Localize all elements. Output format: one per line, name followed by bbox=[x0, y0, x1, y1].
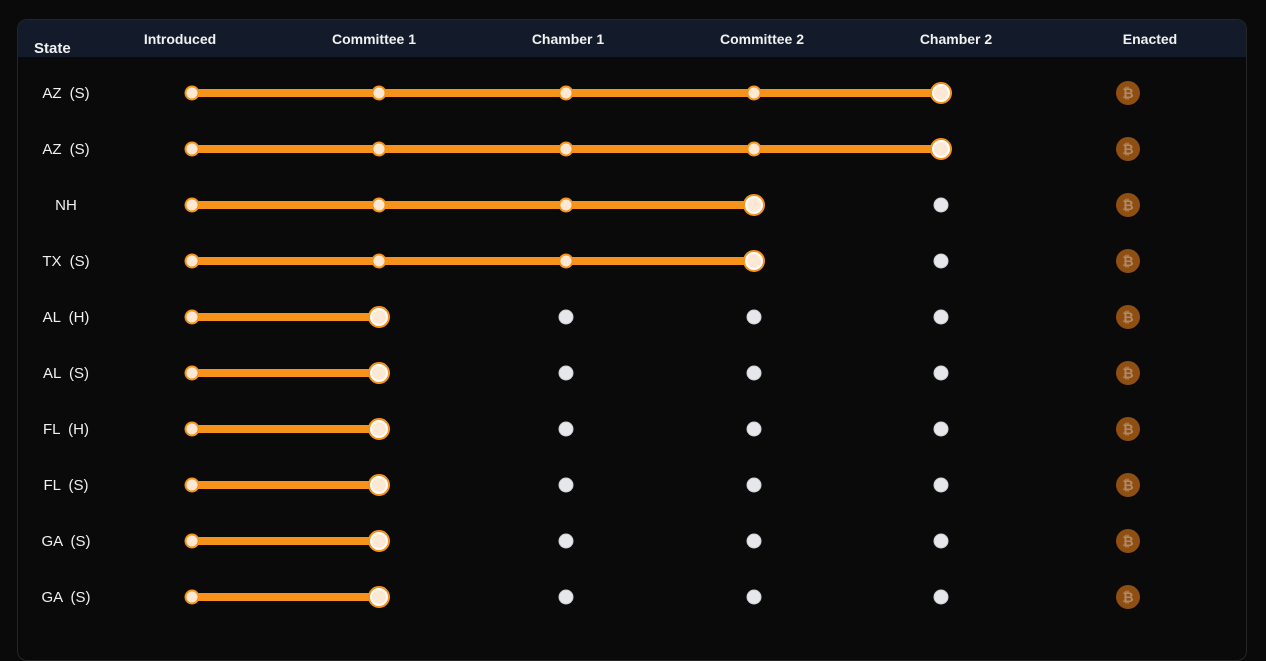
progress-bar bbox=[192, 593, 379, 601]
state-label: FL (H) bbox=[43, 421, 89, 438]
progress-bar bbox=[192, 425, 379, 433]
completed-stage-dot bbox=[184, 141, 200, 157]
table-row[interactable]: AL (H) ₿ bbox=[18, 289, 1246, 345]
pending-stage-dot bbox=[933, 589, 949, 605]
pending-stage-dot bbox=[746, 365, 762, 381]
bitcoin-icon: ₿ bbox=[1116, 137, 1140, 161]
pending-stage-dot bbox=[558, 477, 574, 493]
bitcoin-icon: ₿ bbox=[1116, 305, 1140, 329]
pending-stage-dot bbox=[933, 477, 949, 493]
current-stage-dot bbox=[368, 418, 390, 440]
pending-stage-dot bbox=[933, 253, 949, 269]
state-label: AZ (S) bbox=[42, 141, 90, 158]
completed-stage-dot bbox=[184, 253, 200, 269]
state-label: TX (S) bbox=[42, 253, 90, 270]
progress-bar bbox=[192, 201, 754, 209]
bitcoin-icon: ₿ bbox=[1116, 417, 1140, 441]
table-row[interactable]: AL (S) ₿ bbox=[18, 345, 1246, 401]
bill-progress-table: State Introduced Committee 1 Chamber 1 Commi… bbox=[17, 19, 1247, 661]
pending-stage-dot bbox=[558, 309, 574, 325]
completed-stage-dot bbox=[558, 197, 574, 213]
column-header-committee-1: Committee 1 bbox=[331, 31, 417, 47]
table-row[interactable]: GA (S) ₿ bbox=[18, 569, 1246, 625]
pending-stage-dot bbox=[933, 365, 949, 381]
column-header-committee-2: Committee 2 bbox=[719, 31, 805, 47]
current-stage-dot bbox=[930, 82, 952, 104]
column-header-introduced: Introduced bbox=[143, 31, 217, 47]
current-stage-dot bbox=[368, 362, 390, 384]
pending-stage-dot bbox=[746, 309, 762, 325]
bitcoin-icon: ₿ bbox=[1116, 249, 1140, 273]
table-row[interactable]: FL (S) ₿ bbox=[18, 457, 1246, 513]
table-row[interactable]: TX (S) ₿ bbox=[18, 233, 1246, 289]
progress-bar bbox=[192, 313, 379, 321]
completed-stage-dot bbox=[184, 197, 200, 213]
column-header-state: State bbox=[34, 40, 71, 57]
column-header-chamber-2: Chamber 2 bbox=[919, 31, 993, 47]
bitcoin-icon: ₿ bbox=[1116, 585, 1140, 609]
pending-stage-dot bbox=[558, 533, 574, 549]
pending-stage-dot bbox=[933, 309, 949, 325]
column-header-chamber-1: Chamber 1 bbox=[531, 31, 605, 47]
state-label: FL (S) bbox=[43, 477, 89, 494]
pending-stage-dot bbox=[746, 421, 762, 437]
table-row[interactable]: AZ (S) ₿ bbox=[18, 121, 1246, 177]
table-header: State Introduced Committee 1 Chamber 1 Commi… bbox=[18, 20, 1246, 57]
current-stage-dot bbox=[743, 250, 765, 272]
bitcoin-icon: ₿ bbox=[1116, 473, 1140, 497]
progress-bar bbox=[192, 257, 754, 265]
current-stage-dot bbox=[368, 586, 390, 608]
pending-stage-dot bbox=[933, 197, 949, 213]
completed-stage-dot bbox=[558, 253, 574, 269]
current-stage-dot bbox=[368, 474, 390, 496]
completed-stage-dot bbox=[184, 533, 200, 549]
completed-stage-dot bbox=[746, 85, 762, 101]
table-row[interactable]: FL (H) ₿ bbox=[18, 401, 1246, 457]
table-row[interactable]: AZ (S) ₿ bbox=[18, 65, 1246, 121]
progress-bar bbox=[192, 537, 379, 545]
pending-stage-dot bbox=[746, 477, 762, 493]
current-stage-dot bbox=[368, 306, 390, 328]
column-header-enacted: Enacted bbox=[1122, 31, 1178, 47]
completed-stage-dot bbox=[184, 421, 200, 437]
completed-stage-dot bbox=[184, 589, 200, 605]
completed-stage-dot bbox=[184, 365, 200, 381]
pending-stage-dot bbox=[558, 365, 574, 381]
progress-bar bbox=[192, 481, 379, 489]
completed-stage-dot bbox=[184, 477, 200, 493]
pending-stage-dot bbox=[558, 589, 574, 605]
pending-stage-dot bbox=[933, 533, 949, 549]
pending-stage-dot bbox=[746, 589, 762, 605]
completed-stage-dot bbox=[371, 141, 387, 157]
state-label: AZ (S) bbox=[42, 85, 90, 102]
state-label: AL (H) bbox=[42, 309, 90, 326]
completed-stage-dot bbox=[184, 85, 200, 101]
completed-stage-dot bbox=[371, 85, 387, 101]
table-row[interactable]: GA (S) ₿ bbox=[18, 513, 1246, 569]
state-label: GA (S) bbox=[41, 589, 91, 606]
bitcoin-icon: ₿ bbox=[1116, 529, 1140, 553]
pending-stage-dot bbox=[746, 533, 762, 549]
state-label: AL (S) bbox=[43, 365, 89, 382]
current-stage-dot bbox=[930, 138, 952, 160]
pending-stage-dot bbox=[933, 421, 949, 437]
bitcoin-icon: ₿ bbox=[1116, 361, 1140, 385]
bitcoin-icon: ₿ bbox=[1116, 81, 1140, 105]
bitcoin-icon: ₿ bbox=[1116, 193, 1140, 217]
current-stage-dot bbox=[368, 530, 390, 552]
completed-stage-dot bbox=[371, 253, 387, 269]
completed-stage-dot bbox=[184, 309, 200, 325]
state-label: GA (S) bbox=[41, 533, 91, 550]
completed-stage-dot bbox=[558, 141, 574, 157]
completed-stage-dot bbox=[746, 141, 762, 157]
completed-stage-dot bbox=[558, 85, 574, 101]
progress-bar bbox=[192, 369, 379, 377]
table-row[interactable]: NH ₿ bbox=[18, 177, 1246, 233]
completed-stage-dot bbox=[371, 197, 387, 213]
current-stage-dot bbox=[743, 194, 765, 216]
state-label: NH bbox=[55, 197, 77, 214]
pending-stage-dot bbox=[558, 421, 574, 437]
